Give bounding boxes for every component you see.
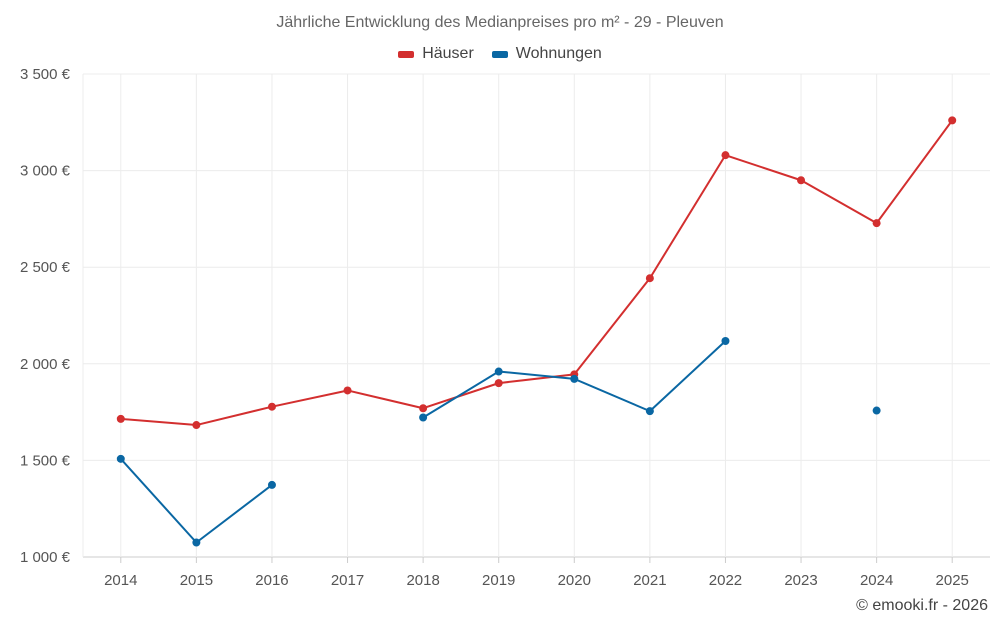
x-tick-label: 2018	[406, 572, 439, 589]
series-line-haeuser	[119, 417, 198, 427]
data-point-wohnungen-2015	[192, 538, 201, 547]
data-point-wohnungen-2024	[872, 406, 881, 415]
series-line-wohnungen	[573, 377, 651, 413]
legend-label-haeuser: Häuser	[422, 45, 474, 62]
y-tick-label: 2 500 €	[20, 259, 71, 276]
series-line-haeuser	[270, 389, 349, 408]
y-tick-label: 1 000 €	[20, 549, 71, 566]
x-tick-label: 2021	[633, 572, 666, 589]
copyright-credit: © emooki.fr - 2026	[856, 597, 988, 614]
series-line-wohnungen	[648, 340, 727, 413]
legend-swatch-haeuser	[398, 50, 415, 58]
data-point-wohnungen-2019	[494, 367, 503, 376]
chart-title: Jährliche Entwicklung des Medianpreises …	[276, 14, 724, 31]
series-line-haeuser	[497, 373, 576, 385]
x-tick-label: 2025	[936, 572, 969, 589]
x-tick-label: 2024	[860, 572, 893, 589]
data-point-wohnungen-2014	[116, 454, 125, 463]
x-tick-label: 2015	[180, 572, 213, 589]
y-tick-label: 3 500 €	[20, 66, 71, 83]
data-point-haeuser-2025	[948, 116, 957, 125]
chart-legend: Häuser Wohnungen	[0, 45, 1000, 63]
data-point-haeuser-2024	[872, 219, 881, 228]
series-line-haeuser	[195, 405, 273, 427]
data-point-wohnungen-2022	[721, 337, 730, 346]
data-point-haeuser-2017	[343, 386, 352, 395]
series-line-wohnungen	[119, 457, 198, 544]
x-tick-label: 2014	[104, 572, 137, 589]
series-line-wohnungen	[497, 370, 576, 380]
data-point-haeuser-2018	[419, 404, 428, 413]
data-point-haeuser-2019	[494, 379, 503, 388]
data-point-wohnungen-2018	[419, 413, 428, 422]
x-tick-label: 2016	[255, 572, 288, 589]
series-line-wohnungen	[195, 483, 273, 544]
series-line-haeuser	[346, 389, 425, 410]
series-line-wohnungen	[422, 370, 500, 419]
data-point-haeuser-2021	[645, 274, 654, 283]
data-point-wohnungen-2016	[267, 480, 276, 489]
data-point-haeuser-2022	[721, 151, 730, 160]
data-point-haeuser-2023	[797, 176, 806, 185]
x-tick-label: 2023	[784, 572, 817, 589]
data-point-haeuser-2014	[116, 414, 125, 423]
y-tick-label: 2 000 €	[20, 356, 71, 373]
series-line-haeuser	[573, 277, 651, 376]
legend-item-wohnungen[interactable]: Wohnungen	[491, 45, 602, 63]
data-point-wohnungen-2020	[570, 374, 579, 383]
x-tick-label: 2019	[482, 572, 515, 589]
y-tick-label: 1 500 €	[20, 452, 71, 469]
series-line-haeuser	[648, 154, 727, 280]
y-tick-label: 3 000 €	[20, 163, 71, 180]
legend-swatch-wohnungen	[491, 50, 508, 58]
data-point-wohnungen-2021	[645, 407, 654, 416]
x-tick-label: 2022	[709, 572, 742, 589]
x-tick-label: 2020	[558, 572, 591, 589]
data-point-haeuser-2016	[267, 402, 276, 411]
data-point-haeuser-2015	[192, 421, 201, 430]
series-line-haeuser	[724, 154, 803, 182]
legend-label-wohnungen: Wohnungen	[515, 45, 602, 62]
x-tick-label: 2017	[331, 572, 364, 589]
legend-item-haeuser[interactable]: Häuser	[398, 45, 474, 63]
series-line-haeuser	[875, 119, 954, 225]
series-line-haeuser	[800, 179, 878, 225]
